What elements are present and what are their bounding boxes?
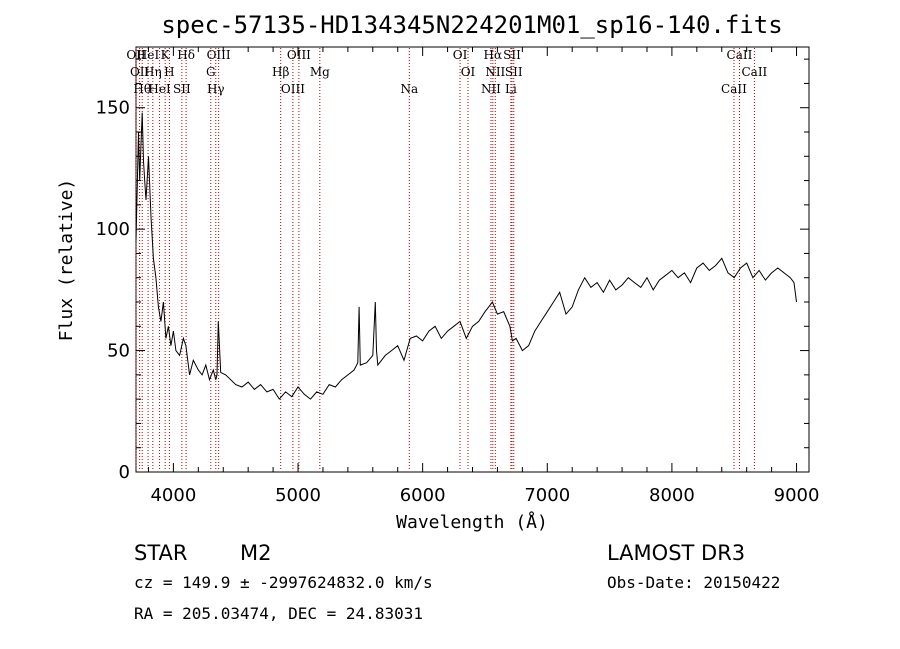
spectral-line-label: Hδ bbox=[177, 48, 195, 62]
spectral-line-label: Na bbox=[400, 82, 418, 96]
spectral-line-label: OI bbox=[453, 48, 468, 62]
object-subclass: M2 bbox=[240, 541, 271, 565]
y-tick-label: 0 bbox=[119, 462, 130, 483]
x-tick-label: 4000 bbox=[150, 485, 196, 506]
y-tick-label: 50 bbox=[107, 341, 130, 362]
spectral-line-label: Li bbox=[505, 82, 517, 96]
spectral-line-label: OI bbox=[461, 65, 476, 79]
spectral-line-label: CaII bbox=[727, 48, 753, 62]
x-tick-label: 7000 bbox=[524, 485, 570, 506]
chart-title: spec-57135-HD134345N224201M01_sp16-140.f… bbox=[161, 11, 782, 39]
y-axis-label: Flux (relative) bbox=[56, 179, 77, 342]
spectral-line-label: SII bbox=[503, 48, 521, 62]
spectral-line-label: OIII bbox=[281, 82, 305, 96]
x-tick-label: 6000 bbox=[400, 485, 446, 506]
spectrum-series bbox=[135, 112, 797, 400]
spectral-line-label: Hγ bbox=[207, 82, 225, 96]
spectral-line-label: OII bbox=[126, 48, 146, 62]
x-tick-label: 8000 bbox=[649, 485, 695, 506]
spectral-line-label: Hη bbox=[144, 65, 162, 79]
spectral-line-label: K bbox=[161, 48, 171, 62]
spectral-line-label: CaII bbox=[741, 65, 767, 79]
spectral-line-label: Hα bbox=[484, 48, 503, 62]
x-tick-label: 9000 bbox=[774, 485, 820, 506]
spectral-line-label: SII bbox=[173, 82, 191, 96]
spectral-line-label: OIII bbox=[207, 48, 231, 62]
spectral-line-label: CaII bbox=[721, 82, 747, 96]
y-axis-ticks: 0 50 100 150 bbox=[96, 58, 809, 483]
spectral-line-label: NII bbox=[485, 65, 505, 79]
radec-line: RA = 205.03474, DEC = 24.83031 bbox=[134, 604, 423, 623]
y-tick-label: 150 bbox=[96, 98, 130, 119]
plot-frame bbox=[135, 46, 810, 473]
spectral-line-label: OIII bbox=[287, 48, 311, 62]
cz-line: cz = 149.9 ± -2997624832.0 km/s bbox=[134, 573, 433, 592]
spectral-line-label: Hβ bbox=[272, 65, 289, 79]
obs-date: Obs-Date: 20150422 bbox=[607, 573, 780, 592]
spectral-line-label: SII bbox=[505, 65, 523, 79]
spectral-line-label: H bbox=[164, 65, 174, 79]
survey-name: LAMOST DR3 bbox=[607, 541, 745, 565]
spectral-line-label: HeI bbox=[148, 82, 171, 96]
spectral-line-label: OII bbox=[130, 65, 150, 79]
x-axis-ticks: 4000 5000 6000 7000 8000 9000 bbox=[147, 47, 820, 506]
spectral-line-label: NII bbox=[481, 82, 501, 96]
object-class: STAR bbox=[134, 541, 187, 565]
x-tick-label: 5000 bbox=[275, 485, 321, 506]
spectral-line-label: Hθ bbox=[133, 82, 151, 96]
y-tick-label: 100 bbox=[96, 219, 130, 240]
spectrum-line bbox=[135, 112, 797, 400]
spectral-line-label: Mg bbox=[310, 65, 330, 79]
spectral-line-label: G bbox=[206, 65, 216, 79]
x-axis-label: Wavelength (Å) bbox=[396, 511, 548, 533]
spectral-line-markers bbox=[135, 48, 755, 471]
spectral-line-label: HeI bbox=[137, 48, 160, 62]
spectral-line-labels: OIIOIIHθHeIHηHeIKHSIIHδGHγOIIIHβOIIIOIII… bbox=[126, 48, 767, 96]
